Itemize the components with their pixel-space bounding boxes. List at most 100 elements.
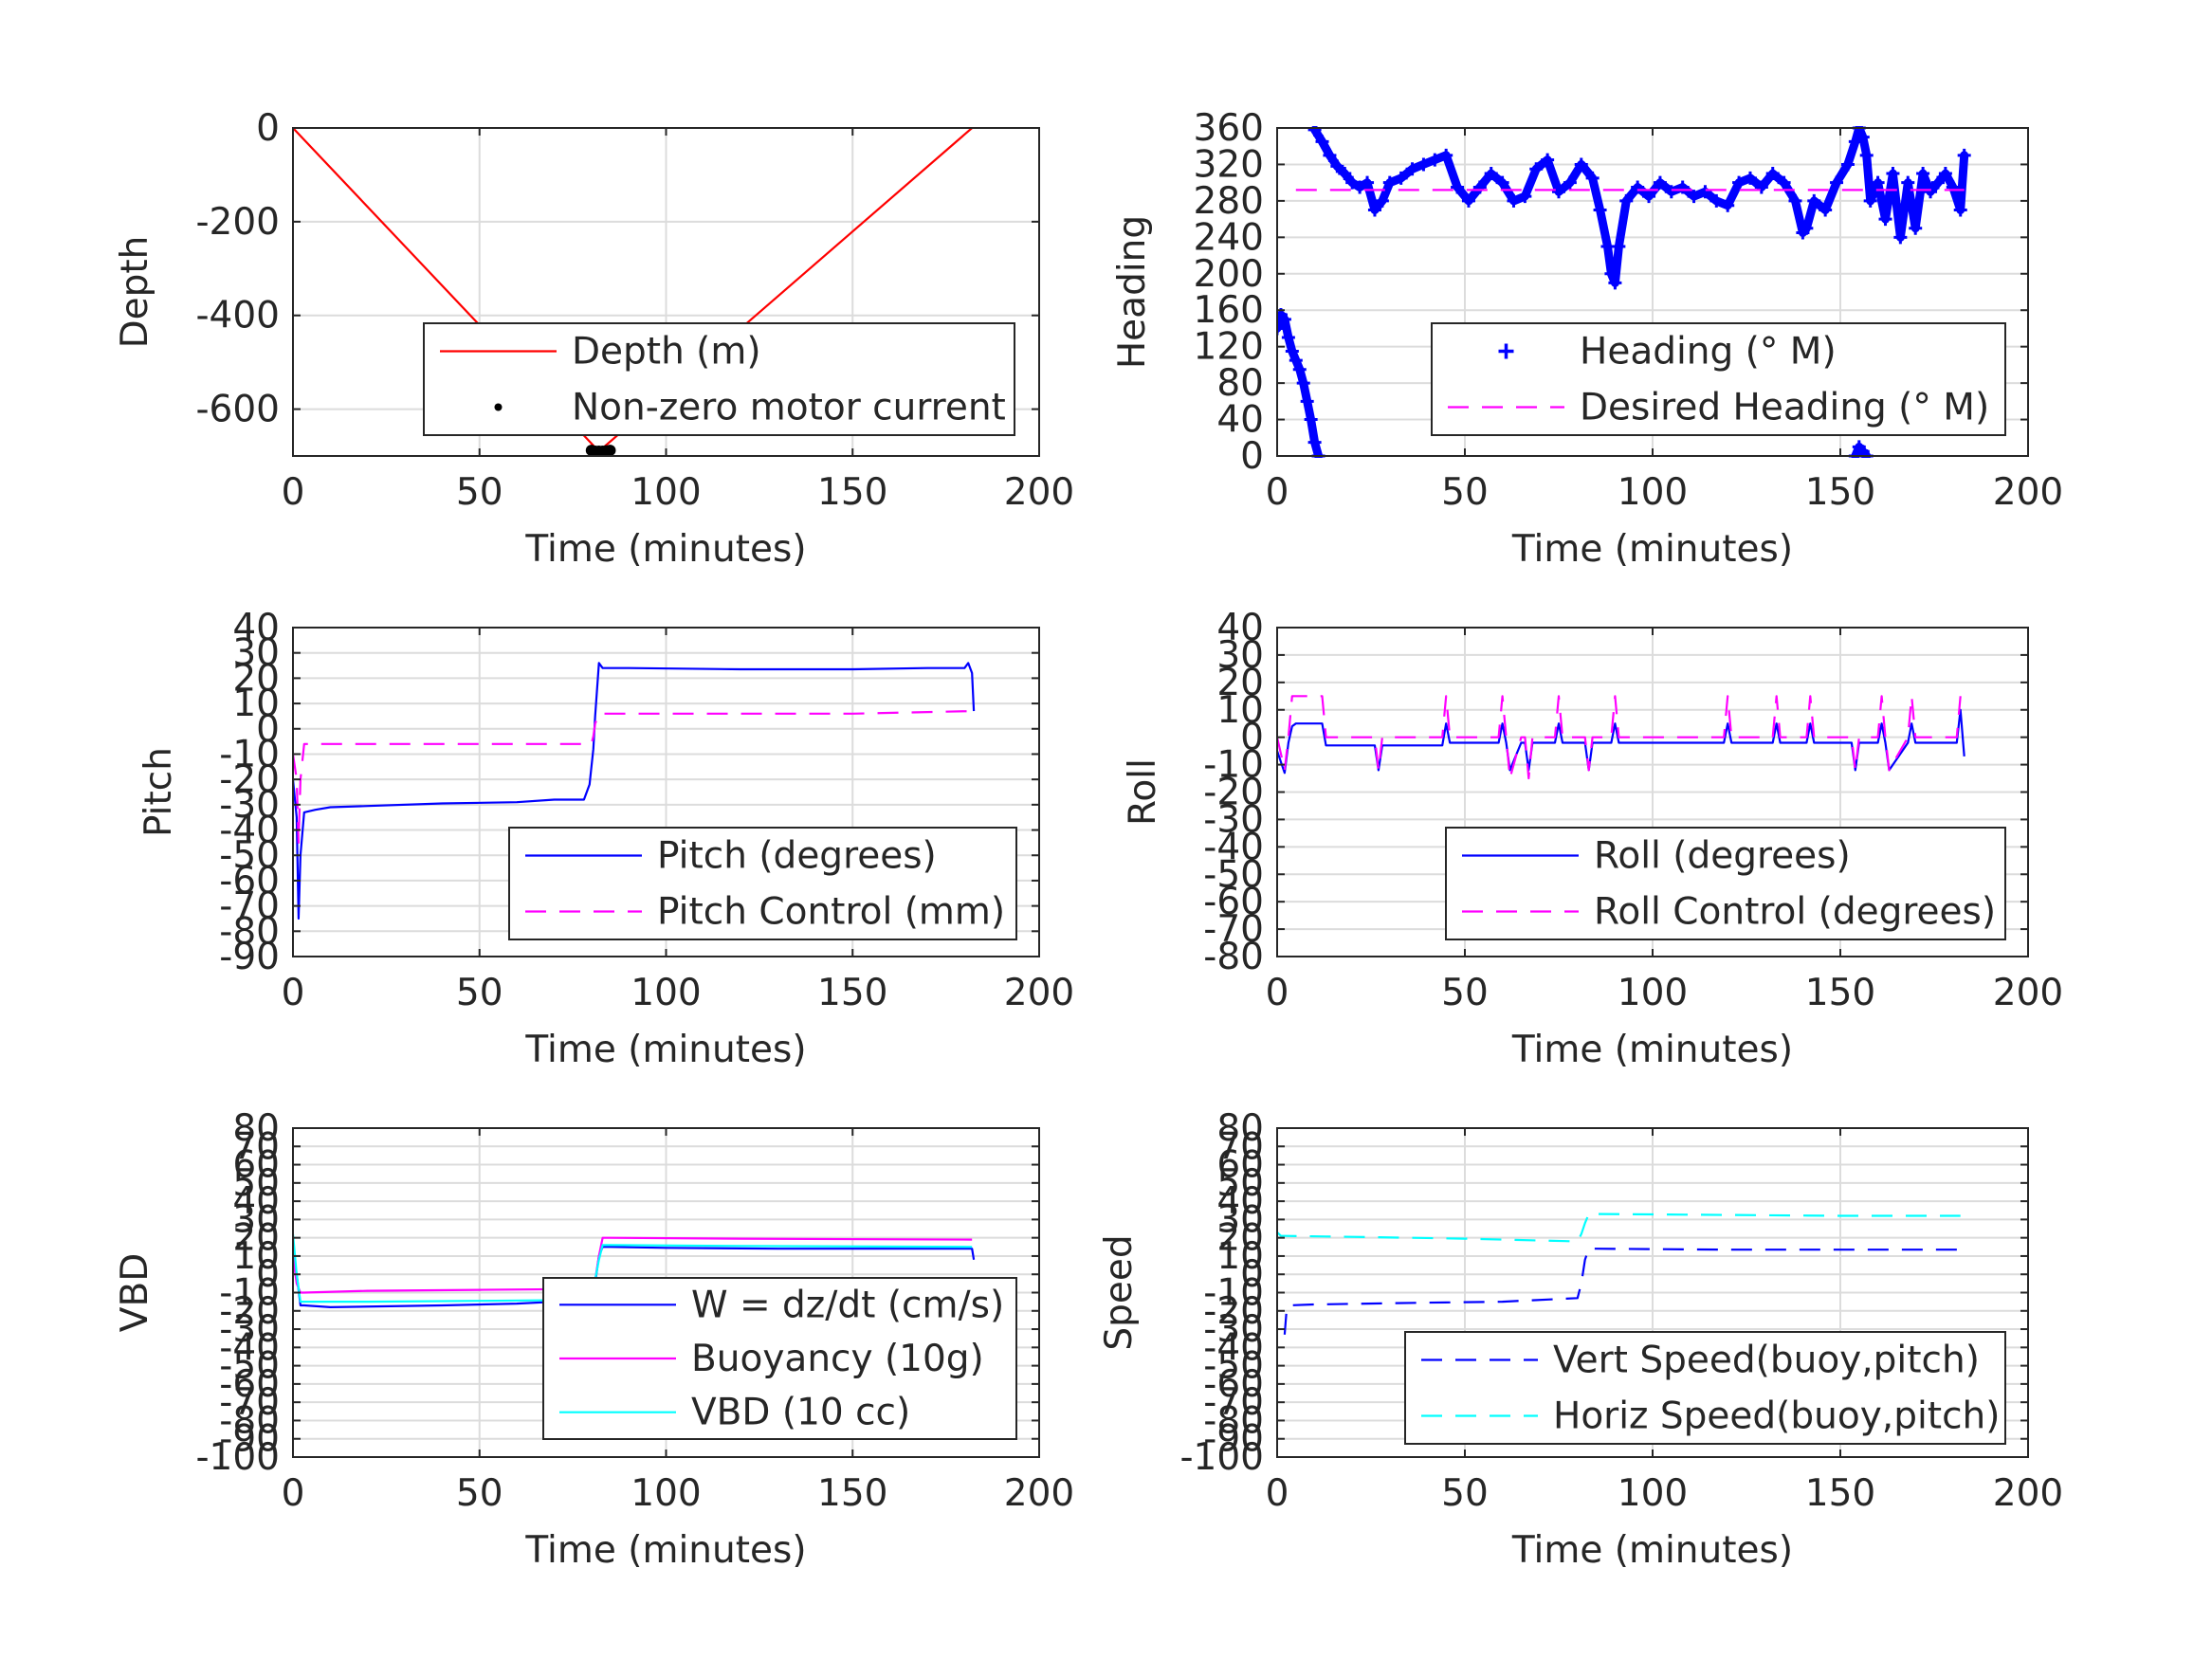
x-tick-label: 50: [1441, 471, 1489, 514]
y-tick-label: 60: [1216, 1144, 1264, 1187]
x-tick-label: 0: [1266, 1472, 1289, 1515]
y-tick-label: -70: [1203, 908, 1264, 951]
x-tick-label: 150: [1805, 972, 1875, 1014]
legend-box: [1404, 1331, 2006, 1445]
series-line: [293, 710, 973, 845]
legend-box: [423, 322, 1015, 436]
legend-box: [1431, 322, 2006, 436]
legend-label: Roll Control (degrees): [1594, 891, 1996, 934]
legend-label: Heading (° M): [1580, 331, 1837, 374]
y-tick-label: 40: [1216, 607, 1264, 649]
x-tick-label: 200: [1004, 972, 1074, 1014]
plot-area: [1277, 695, 1965, 780]
y-tick-label: -80: [219, 1399, 280, 1442]
y-tick-label: 200: [1194, 253, 1264, 296]
series-1: [1277, 708, 1965, 775]
plot-area: [293, 127, 973, 458]
y-tick-label: 280: [1194, 180, 1264, 223]
y-tick-label: 30: [1216, 634, 1264, 677]
y-tick-label: -30: [1203, 1308, 1264, 1351]
x-axis-label: Time (minutes): [524, 1529, 806, 1572]
series-line: [1277, 695, 1962, 780]
panel-speed: 0 50 100 150 20080706050403020100-10-20-30-4…: [1098, 1107, 2063, 1572]
legend-entry: Desired Heading (° M): [1448, 387, 1989, 429]
y-tick-label: -90: [1203, 1418, 1264, 1461]
y-tick-label: -600: [195, 389, 280, 431]
legend: Heading (° M) Desired Heading (° M): [1431, 322, 2006, 436]
y-tick-label: 20: [232, 1217, 280, 1260]
series-2: [293, 710, 973, 845]
ticks: 0 50 100 150 200403020100-10-20-30-40-50-60-…: [1203, 607, 2063, 1014]
y-tick-label: -10: [219, 733, 280, 775]
y-axis-label: Roll: [1122, 758, 1164, 826]
x-tick-label: 200: [1993, 1472, 2063, 1515]
legend-entry: Pitch (degrees): [525, 835, 937, 878]
x-tick-label: 50: [1441, 972, 1489, 1014]
y-tick-label: -40: [219, 1326, 280, 1369]
y-tick-label: 10: [232, 683, 280, 725]
y-tick-label: 160: [1194, 289, 1264, 332]
series-line: [293, 662, 976, 921]
data-point: [1277, 321, 1284, 336]
y-tick-label: -30: [1203, 798, 1264, 841]
legend: Roll (degrees) Roll Control (degrees): [1445, 827, 2006, 940]
y-tick-label: -70: [219, 1381, 280, 1424]
x-tick-label: 50: [1441, 1472, 1489, 1515]
x-axis-label: Time (minutes): [1511, 1529, 1793, 1572]
x-axis-label: Time (minutes): [524, 1029, 806, 1071]
x-tick-label: 50: [456, 471, 503, 514]
legend-entry: Roll Control (degrees): [1462, 891, 1996, 934]
plot-area: [293, 662, 976, 921]
plot-area: [1277, 1212, 1961, 1335]
ticks: 0 50 100 150 200 0 -200 -400 -600: [195, 107, 1074, 514]
y-tick-label: -70: [1203, 1381, 1264, 1424]
legend-entry: Horiz Speed(buoy,pitch): [1421, 1395, 2000, 1438]
ticks: 0 50 100 150 200403020100-10-20-30-40-50-60-…: [219, 607, 1074, 1014]
y-tick-label: -80: [1203, 936, 1264, 978]
y-tick-label: 0: [256, 708, 280, 751]
x-tick-label: 200: [1004, 1472, 1074, 1515]
legend-box: [508, 827, 1017, 940]
y-tick-label: -10: [219, 1272, 280, 1315]
series-1: [293, 662, 976, 921]
x-tick-label: 100: [631, 972, 701, 1014]
y-tick-label: -60: [1203, 881, 1264, 923]
y-tick-label: 40: [232, 1180, 280, 1223]
legend-entry: Roll (degrees): [1462, 835, 1851, 878]
y-tick-label: -90: [219, 1418, 280, 1461]
y-axis-label: Depth: [114, 236, 156, 349]
y-tick-label: 40: [1216, 1180, 1264, 1223]
legend-label: Roll (degrees): [1594, 835, 1851, 878]
x-tick-label: 150: [1805, 471, 1875, 514]
y-tick-label: 60: [232, 1144, 280, 1187]
y-tick-label: 70: [1216, 1125, 1264, 1168]
legend: Vert Speed(buoy,pitch) Horiz Speed(buoy,p…: [1404, 1331, 2006, 1445]
y-tick-label: -40: [219, 810, 280, 852]
x-tick-label: 100: [631, 471, 701, 514]
panel-roll: 0 50 100 150 200403020100-10-20-30-40-50-60-…: [1122, 607, 2063, 1071]
y-tick-label: 0: [1240, 1253, 1264, 1296]
x-tick-label: 200: [1993, 471, 2063, 514]
y-tick-label: -10: [1203, 1272, 1264, 1315]
x-tick-label: 150: [817, 471, 887, 514]
y-tick-label: -60: [1203, 1363, 1264, 1406]
legend-entry: Heading (° M): [1498, 331, 1837, 374]
y-tick-label: 120: [1194, 326, 1264, 369]
legend-entry: Vert Speed(buoy,pitch): [1421, 1340, 1980, 1382]
legend-label: Pitch (degrees): [657, 835, 937, 878]
marker-trace: [1851, 442, 1872, 458]
x-tick-label: 50: [456, 1472, 503, 1515]
legend-box: [1445, 827, 2006, 940]
y-tick-label: 10: [1216, 1235, 1264, 1278]
y-tick-label: 80: [1216, 1107, 1264, 1150]
y-tick-label: -100: [1179, 1436, 1264, 1479]
legend-entry: Pitch Control (mm): [525, 891, 1005, 934]
x-tick-label: 50: [456, 972, 503, 1014]
panel-depth: 0 50 100 150 200 0 -200 -400 -600 Time (minutes) D…: [114, 107, 1074, 571]
y-tick-label: -20: [1203, 1290, 1264, 1333]
y-tick-label: -50: [219, 1345, 280, 1388]
data-point: [604, 445, 616, 457]
y-tick-label: -20: [219, 758, 280, 801]
